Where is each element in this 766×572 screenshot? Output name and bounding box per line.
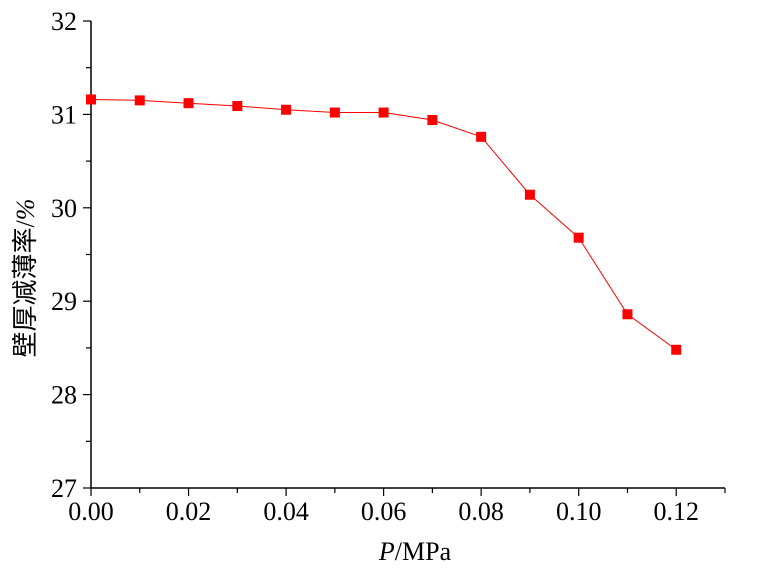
data-point-marker xyxy=(671,344,682,355)
data-point-marker xyxy=(329,107,340,118)
x-tick-label: 0.04 xyxy=(263,497,309,526)
data-point-marker xyxy=(573,232,584,243)
data-point-marker xyxy=(281,104,292,115)
x-axis-title-unit: /MPa xyxy=(395,537,452,566)
x-axis-title-variable: P xyxy=(378,537,395,566)
data-point-marker xyxy=(134,95,145,106)
data-point-marker xyxy=(183,98,194,109)
data-point-marker xyxy=(378,107,389,118)
y-axis-title: 壁厚减薄率/% xyxy=(11,199,40,358)
x-tick-label: 0.06 xyxy=(361,497,407,526)
data-point-marker xyxy=(427,115,438,126)
axes: 0.00 0.02 0.04 0.06 0.08 0.10 0.12 27 28 29 30 31 32 xyxy=(51,7,726,526)
x-tick-label: 0.08 xyxy=(458,497,504,526)
y-axis-title-unit: % xyxy=(11,199,40,221)
x-tick-label: 0.02 xyxy=(166,497,212,526)
series-line xyxy=(90,98,677,351)
data-point-marker xyxy=(524,189,535,200)
y-tick-label: 29 xyxy=(51,287,77,316)
y-tick-label: 28 xyxy=(51,381,77,410)
x-tick-label: 0.00 xyxy=(68,497,114,526)
y-tick-label: 31 xyxy=(51,100,77,129)
y-axis-title-text: 壁厚减薄率/ xyxy=(11,219,40,357)
x-tick-label: 0.10 xyxy=(556,497,602,526)
x-axis-title: P/MPa xyxy=(378,537,452,566)
series-layer xyxy=(86,94,682,355)
data-point-marker xyxy=(86,94,96,105)
data-point-marker xyxy=(232,100,243,111)
y-tick-label: 27 xyxy=(51,474,77,503)
data-point-marker xyxy=(622,309,633,320)
y-tick-label: 32 xyxy=(51,7,77,36)
axis-titles: P/MPa 壁厚减薄率/% xyxy=(11,199,452,566)
x-tick-label: 0.12 xyxy=(653,497,699,526)
y-tick-label: 30 xyxy=(51,194,77,223)
data-point-marker xyxy=(476,131,487,142)
